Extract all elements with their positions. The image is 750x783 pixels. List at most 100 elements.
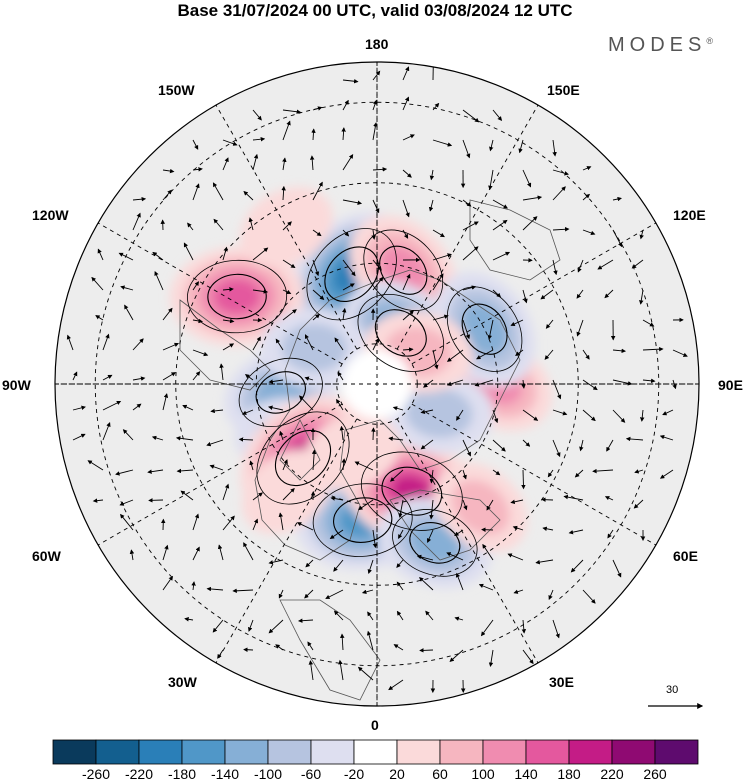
- wind-arrow: [333, 610, 344, 621]
- lon-label-30e: 30E: [549, 674, 574, 690]
- wind-arrow: [542, 526, 554, 531]
- wind-arrow: [612, 229, 623, 248]
- wind-arrow: [432, 229, 445, 238]
- wind-arrow: [304, 589, 314, 599]
- wind-arrow: [372, 99, 378, 111]
- contour-line: [207, 273, 267, 320]
- contour-line: [274, 429, 332, 487]
- wind-arrow: [419, 648, 434, 653]
- wind-arrow: [312, 229, 322, 237]
- wind-arrow: [309, 155, 315, 171]
- wind-arrow: [184, 617, 194, 622]
- lon-label-120e: 120E: [673, 207, 706, 223]
- wind-arrow: [192, 167, 203, 172]
- colorbar-tick-label: 20: [389, 766, 405, 782]
- wind-arrow: [372, 122, 378, 141]
- wind-arrow: [278, 589, 284, 599]
- wind-arrow: [212, 182, 224, 201]
- wind-arrow: [582, 193, 591, 201]
- wind-arrow: [333, 559, 344, 572]
- wind-arrow: [402, 134, 415, 141]
- wind-arrow: [568, 529, 584, 535]
- wind-arrow: [547, 469, 554, 478]
- wind-arrow: [192, 318, 204, 324]
- wind-arrow: [339, 425, 345, 441]
- wind-arrow: [388, 679, 404, 691]
- wind-arrow: [396, 581, 404, 591]
- wind-arrow: [570, 559, 584, 573]
- wind-arrow: [631, 259, 644, 269]
- wind-arrow: [446, 379, 464, 386]
- wind-arrow: [402, 199, 410, 218]
- wind-arrow: [634, 469, 644, 474]
- wind-arrow: [518, 139, 524, 154]
- wind-arrow: [357, 666, 374, 681]
- wind-arrow: [132, 196, 147, 202]
- colorbar-swatch: [310, 739, 355, 765]
- contour-line: [333, 497, 393, 543]
- wind-arrow: [308, 660, 314, 681]
- wind-arrow: [252, 518, 259, 531]
- wind-arrow: [612, 348, 627, 354]
- registered-mark: ®: [706, 36, 713, 46]
- wind-arrow: [206, 439, 224, 447]
- wind-arrow: [152, 251, 164, 261]
- wind-arrow: [187, 222, 194, 231]
- wind-arrow: [337, 371, 344, 381]
- wind-arrow: [552, 227, 570, 232]
- wind-arrow: [672, 379, 677, 390]
- wind-arrow: [510, 499, 524, 504]
- wind-arrow: [279, 430, 284, 441]
- wind-arrow: [340, 633, 345, 651]
- wind-arrow: [243, 190, 254, 201]
- wind-arrow: [552, 186, 566, 201]
- wind-arrow: [522, 439, 531, 447]
- wind-arrow: [222, 318, 235, 324]
- wind-arrow: [132, 212, 141, 231]
- wind-arrow: [462, 246, 479, 261]
- wind-arrow: [222, 139, 238, 146]
- wind-arrow: [432, 314, 449, 321]
- wind-arrow: [180, 490, 194, 501]
- colorbar-swatch: [138, 739, 183, 765]
- colorbar-swatch: [95, 739, 140, 765]
- graticule: [55, 62, 699, 706]
- wind-arrow: [297, 618, 314, 623]
- wind-arrow: [582, 589, 596, 604]
- contour-line: [357, 293, 445, 372]
- wind-arrow: [329, 529, 344, 539]
- wind-arrow: [222, 515, 235, 531]
- colorbar: [52, 739, 699, 765]
- wind-arrow: [311, 128, 316, 141]
- wind-arrow: [244, 374, 254, 381]
- wind-arrow: [398, 499, 404, 518]
- wind-arrow: [544, 349, 554, 360]
- contour-line: [256, 411, 350, 505]
- wind-arrow: [492, 219, 508, 231]
- wind-arrow: [446, 552, 464, 561]
- anomaly-level: [451, 479, 510, 535]
- wind-arrow: [612, 379, 633, 386]
- wind-arrow: [372, 529, 378, 549]
- colorbar-tick-label: -100: [253, 766, 283, 782]
- wind-arrow: [252, 153, 259, 171]
- wind-arrow: [521, 619, 527, 634]
- wind-arrow: [296, 522, 314, 531]
- wind-arrow: [162, 575, 174, 591]
- wind-arrow: [325, 589, 344, 599]
- wind-arrow: [176, 468, 194, 474]
- wind-arrow: [487, 319, 494, 340]
- wind-arrow: [522, 169, 532, 188]
- lon-label-60w: 60W: [32, 548, 61, 564]
- wind-arrow: [659, 435, 674, 441]
- wind-arrow: [522, 195, 543, 201]
- wind-arrow: [545, 319, 554, 329]
- colorbar-tick-label: 220: [600, 766, 624, 782]
- wind-arrow: [402, 229, 409, 239]
- wind-arrow: [492, 109, 503, 121]
- colorbar-tick-label: -60: [300, 766, 322, 782]
- colorbar-tick-label: 140: [514, 766, 538, 782]
- wind-arrow: [299, 395, 314, 411]
- wind-arrow: [72, 433, 86, 441]
